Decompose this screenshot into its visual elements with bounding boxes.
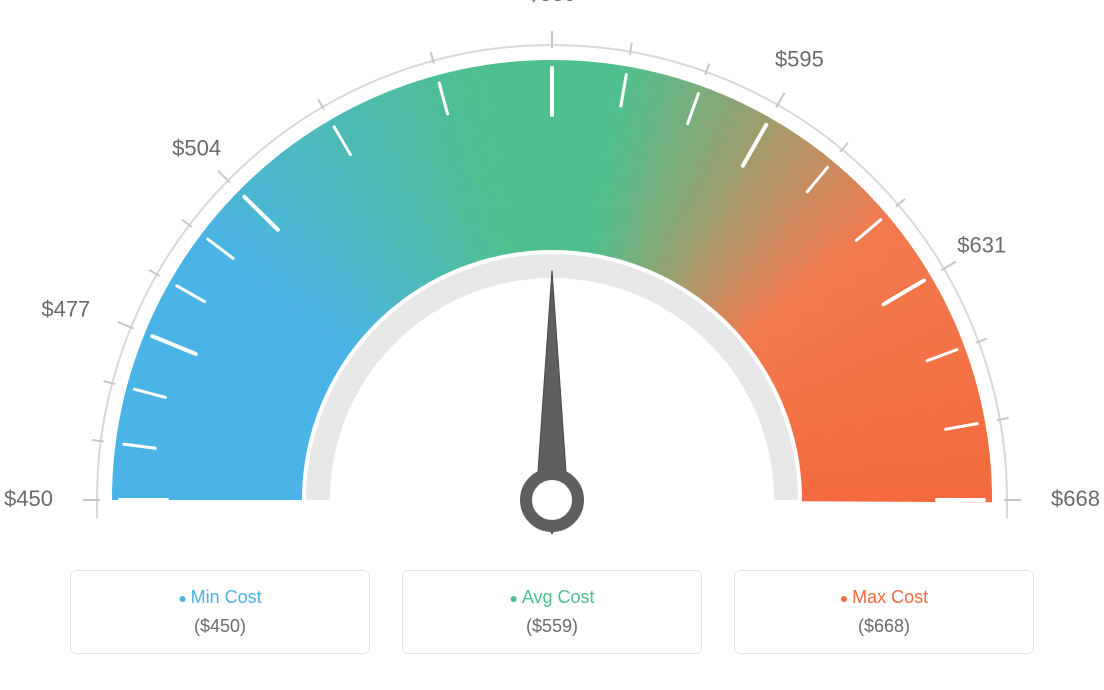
gauge-svg: $450 $477 $504 $559 $595 $631 $668 xyxy=(0,0,1104,560)
gauge-chart: $450 $477 $504 $559 $595 $631 $668 xyxy=(0,0,1104,560)
legend-min: Min Cost ($450) xyxy=(70,570,370,654)
legend-max: Max Cost ($668) xyxy=(734,570,1034,654)
tick-label: $595 xyxy=(775,47,824,72)
tick-label: $450 xyxy=(4,486,53,511)
legend-avg: Avg Cost ($559) xyxy=(402,570,702,654)
legend-row: Min Cost ($450) Avg Cost ($559) Max Cost… xyxy=(0,570,1104,654)
legend-max-title: Max Cost xyxy=(755,587,1013,608)
tick-label: $504 xyxy=(172,136,221,161)
legend-min-value: ($450) xyxy=(91,616,349,637)
tick-label: $559 xyxy=(528,0,577,6)
tick-label: $631 xyxy=(957,232,1006,257)
tick-label: $477 xyxy=(41,297,90,322)
gauge-hub xyxy=(526,474,578,526)
legend-min-title: Min Cost xyxy=(91,587,349,608)
legend-avg-title: Avg Cost xyxy=(423,587,681,608)
legend-avg-value: ($559) xyxy=(423,616,681,637)
legend-max-value: ($668) xyxy=(755,616,1013,637)
tick-label: $668 xyxy=(1051,486,1100,511)
